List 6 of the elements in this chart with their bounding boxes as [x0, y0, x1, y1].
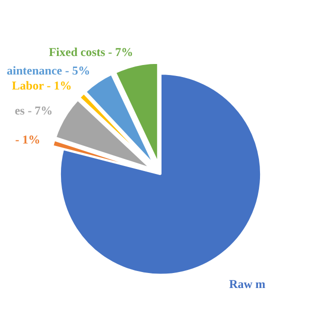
slice-label: es - 7% [14, 103, 53, 118]
slice-label: - 1% [15, 132, 40, 146]
slice-label: Raw m [229, 276, 266, 291]
slice-label: Fixed costs - 7% [48, 44, 134, 59]
slice-label: aintenance - 5% [6, 64, 90, 78]
slice-label: Labor - 1% [12, 78, 72, 93]
